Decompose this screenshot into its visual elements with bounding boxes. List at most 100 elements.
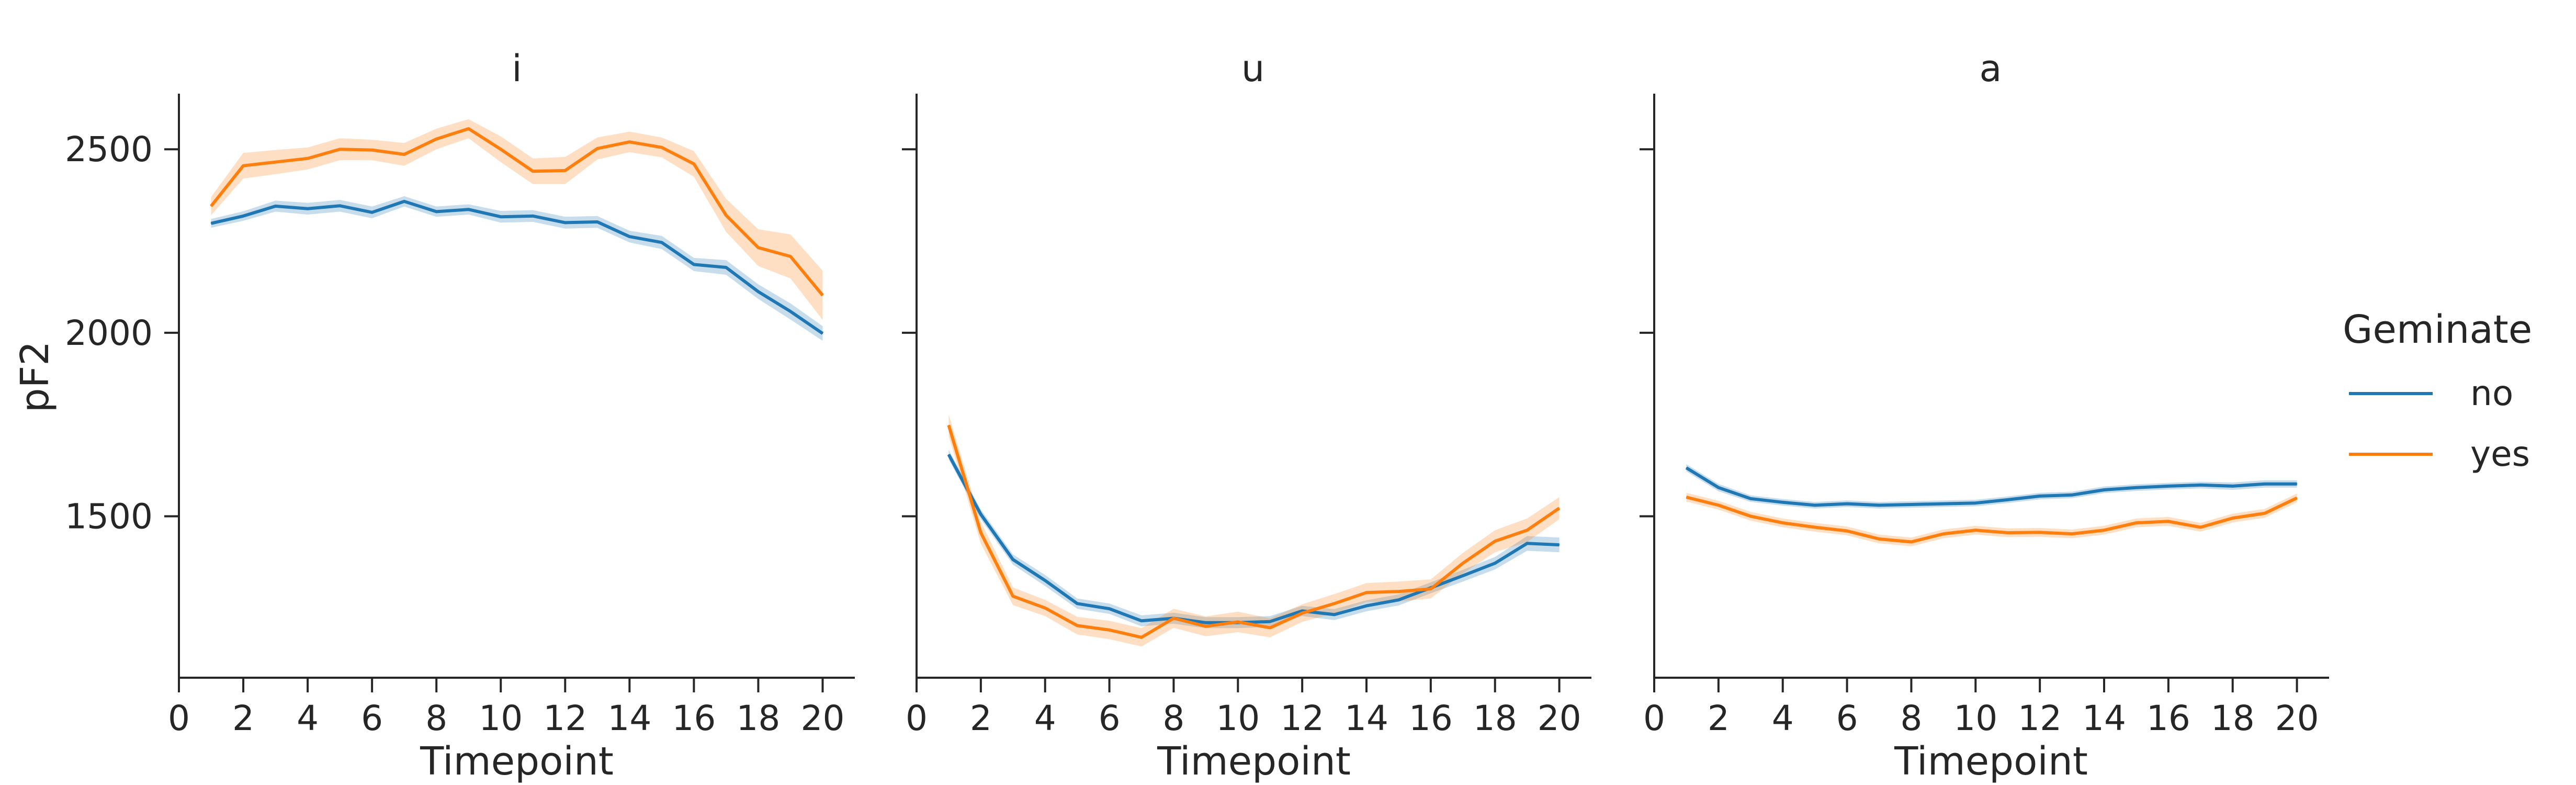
x-tick-label: 4 [1772, 698, 1794, 738]
data-point-a-no [1943, 503, 1944, 504]
x-tick-label: 20 [1538, 698, 1581, 738]
data-point-a-no [1686, 467, 1687, 468]
data-point-a-no [1975, 502, 1976, 503]
x-tick-label: 0 [906, 698, 928, 738]
data-point-u-no [1366, 605, 1367, 607]
data-point-u-no [1334, 614, 1335, 615]
data-point-u-yes [1077, 625, 1078, 626]
legend: Geminate no yes [2343, 307, 2532, 474]
x-tick-label: 20 [800, 698, 844, 738]
data-point-a-yes [2136, 522, 2137, 523]
data-point-i-no [822, 333, 823, 334]
panel-title-a: a [1980, 47, 2002, 90]
data-point-a-yes [2296, 497, 2298, 499]
data-point-i-no [339, 205, 341, 207]
data-point-i-no [629, 236, 630, 237]
data-point-u-no [1141, 620, 1142, 622]
data-point-u-yes [1109, 630, 1110, 631]
data-point-u-no [1012, 559, 1014, 560]
data-point-a-yes [2168, 521, 2169, 522]
data-point-i-yes [822, 295, 823, 296]
data-point-a-yes [1879, 539, 1880, 540]
data-point-i-yes [693, 163, 695, 165]
data-point-a-no [2200, 485, 2201, 486]
panel-title-i: i [512, 47, 522, 90]
x-tick-label: 6 [1099, 698, 1121, 738]
data-point-a-no [1718, 487, 1719, 488]
x-tick-label: 18 [2211, 698, 2255, 738]
data-point-u-no [1527, 543, 1528, 544]
data-point-i-yes [275, 161, 276, 163]
x-tick-label: 16 [1409, 698, 1453, 738]
data-point-a-yes [2071, 533, 2073, 534]
y-axis-label: pF2 [13, 341, 58, 413]
panel-i: i 1500 2000 2500 0 2 4 6 8 10 12 14 16 18 20 [65, 47, 855, 738]
data-point-a-yes [1718, 504, 1719, 506]
data-point-u-yes [1430, 588, 1431, 590]
data-point-u-no [1558, 544, 1560, 545]
data-point-a-no [2168, 486, 2169, 487]
data-point-i-yes [339, 149, 341, 150]
series-line-a-yes [1686, 496, 2298, 544]
x-tick-label: 18 [736, 698, 780, 738]
data-point-i-no [758, 291, 759, 293]
panel-a: a 0 2 4 6 8 10 12 14 16 18 20 [1640, 47, 2329, 738]
ci-band-i-no [211, 196, 823, 341]
data-point-a-no [1782, 502, 1783, 503]
data-point-a-yes [1750, 515, 1752, 517]
data-point-i-no [693, 264, 695, 265]
data-point-a-no [1879, 504, 1880, 506]
data-point-i-no [275, 206, 276, 207]
legend-label-no: no [2470, 373, 2513, 413]
data-point-u-no [1109, 608, 1110, 609]
data-point-i-no [403, 201, 405, 202]
data-point-u-no [1302, 610, 1303, 612]
data-point-i-no [790, 311, 791, 312]
data-point-u-yes [1494, 541, 1496, 542]
data-point-i-yes [436, 138, 437, 140]
data-point-u-yes [1334, 603, 1335, 604]
x-tick-label: 8 [425, 698, 447, 738]
data-point-u-yes [1141, 637, 1142, 638]
series-line-a-no [1685, 466, 2297, 507]
data-point-i-no [307, 208, 308, 209]
data-point-u-no [1044, 580, 1046, 581]
panel-title-u: u [1241, 47, 1264, 90]
data-point-a-yes [1911, 541, 1912, 543]
x-tick-label: 12 [1280, 698, 1324, 738]
data-point-u-yes [1366, 592, 1367, 593]
x-tick-label: 2 [232, 698, 254, 738]
data-point-i-no [726, 267, 727, 268]
x-tick-label: 10 [1953, 698, 1997, 738]
data-point-a-yes [1782, 522, 1783, 523]
data-point-i-yes [210, 206, 212, 207]
data-point-i-no [371, 212, 372, 213]
data-point-a-yes [2200, 526, 2201, 528]
data-point-u-yes [1527, 530, 1528, 531]
data-point-u-no [980, 514, 981, 515]
data-point-u-yes [1044, 608, 1046, 609]
data-point-i-yes [790, 256, 791, 257]
series-line-u-yes [947, 424, 1561, 639]
data-point-i-yes [403, 154, 405, 155]
x-axis-label-i: Timepoint [420, 739, 614, 784]
data-point-i-yes [564, 170, 566, 171]
data-point-a-no [2232, 486, 2233, 487]
data-point-a-yes [2232, 518, 2233, 519]
data-point-u-yes [1269, 627, 1271, 629]
data-point-i-no [597, 221, 598, 222]
x-tick-label: 20 [2275, 698, 2319, 738]
x-tick-label: 14 [1345, 698, 1388, 738]
data-point-u-yes [1012, 596, 1014, 597]
x-tick-label: 0 [1643, 698, 1665, 738]
data-point-i-no [533, 216, 534, 217]
data-point-a-yes [1814, 526, 1815, 528]
data-point-a-yes [2007, 532, 2008, 533]
data-point-u-yes [980, 532, 981, 533]
data-point-i-yes [597, 148, 598, 149]
series-line-u-no [947, 454, 1560, 624]
data-point-i-no [210, 223, 212, 224]
data-point-a-no [1911, 504, 1912, 505]
data-point-a-yes [2104, 530, 2105, 531]
